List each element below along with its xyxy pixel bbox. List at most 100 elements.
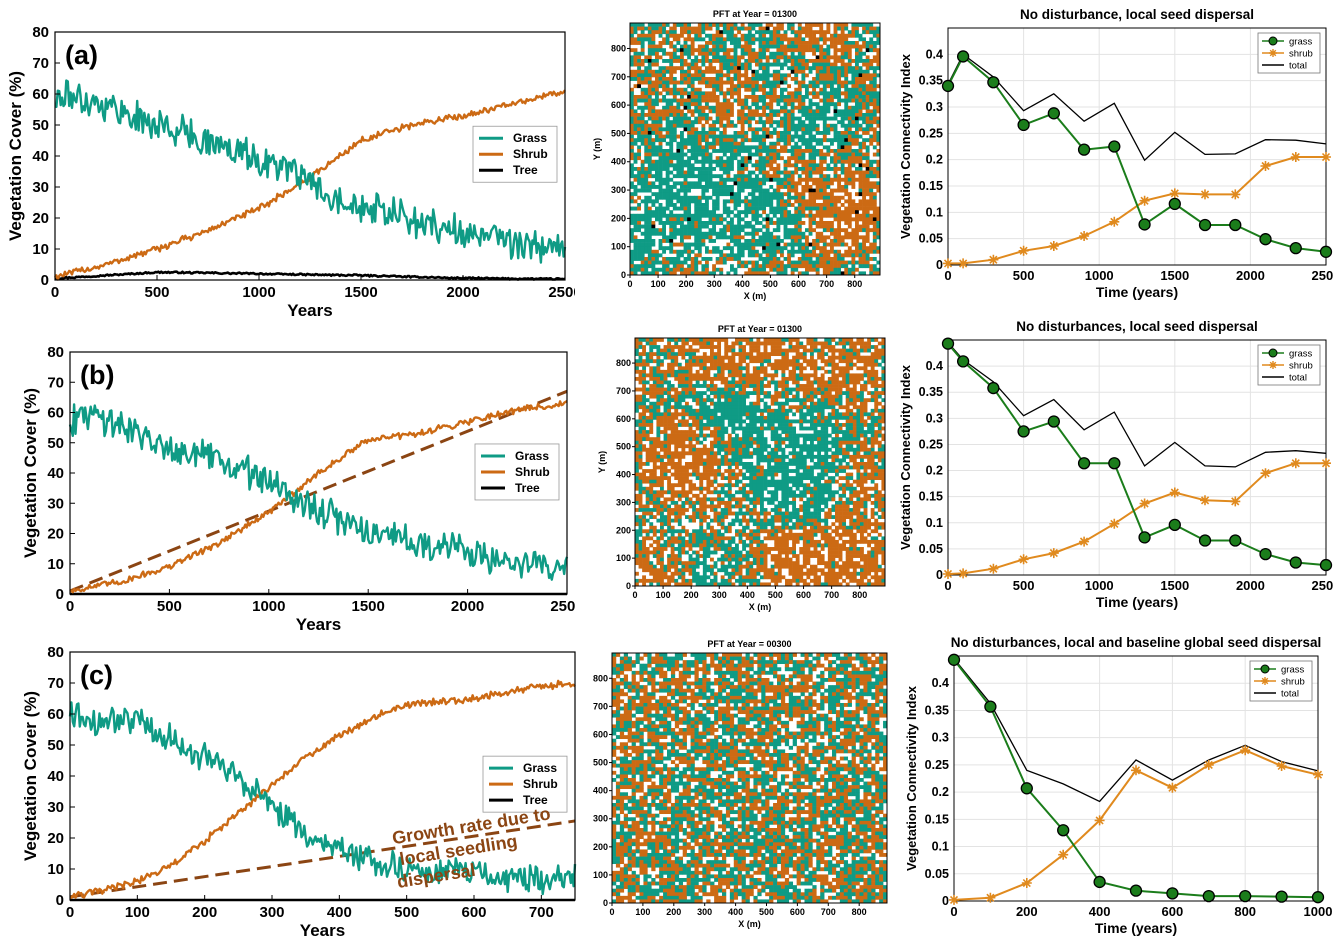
map-cell	[812, 253, 817, 258]
map-cell	[640, 41, 645, 45]
map-cell	[638, 529, 643, 534]
map-cell	[805, 141, 809, 146]
map-cell	[876, 170, 881, 175]
map-cell	[705, 23, 709, 27]
map-cell	[649, 522, 654, 527]
map-cell	[645, 508, 650, 512]
map-cell	[677, 352, 682, 357]
map-cell	[663, 547, 668, 551]
map-cell	[669, 44, 674, 49]
map-cell	[685, 380, 689, 385]
map-cell	[683, 98, 688, 103]
map-cell	[787, 221, 792, 225]
map-cell	[630, 156, 634, 161]
map-cell	[658, 33, 663, 38]
map-cell	[862, 170, 867, 175]
map-cell	[715, 80, 720, 85]
map-cell	[694, 199, 699, 204]
map-cell	[726, 30, 731, 35]
map-cell	[658, 48, 663, 53]
map-cell	[681, 568, 686, 573]
map-cell	[772, 41, 777, 45]
map-cell	[822, 131, 827, 135]
map-cell	[633, 167, 638, 171]
map-cell	[865, 73, 870, 78]
map-cell	[630, 253, 634, 258]
map-cell	[847, 149, 852, 153]
map-cell	[658, 192, 663, 197]
map-cell	[683, 62, 688, 67]
map-cell	[690, 242, 695, 247]
map-cell	[876, 163, 881, 168]
map-cell	[858, 188, 863, 193]
map-cell	[865, 109, 870, 114]
map-cell	[872, 55, 877, 60]
map-cell	[715, 199, 720, 204]
map-cell	[660, 543, 664, 548]
map-cell	[688, 564, 693, 569]
map-cell	[667, 394, 672, 399]
map-cell	[808, 159, 813, 164]
map-cell	[780, 271, 784, 276]
map-cell	[797, 199, 802, 204]
map-cell	[801, 149, 806, 153]
map-cell	[652, 465, 657, 470]
map-cell	[688, 500, 693, 505]
map-cell	[740, 55, 745, 60]
map-cell	[642, 430, 647, 434]
map-cell	[783, 105, 788, 110]
map-cell	[651, 257, 656, 261]
map-cell	[658, 55, 663, 60]
map-cell	[640, 131, 645, 135]
map-cell	[740, 44, 745, 49]
map-cell	[794, 62, 799, 67]
map-cell	[712, 174, 717, 179]
map-cell	[801, 127, 806, 132]
map-cell	[688, 384, 693, 388]
map-cell	[737, 102, 742, 107]
cover-panel-c: 0 100 200 300 400 500 600 700 0 10 20 30 40 50 60 70 80 Y…	[0, 640, 580, 940]
map-cell	[669, 246, 674, 251]
map-cell	[815, 44, 820, 49]
map-cell	[683, 69, 688, 74]
map-cell	[837, 239, 842, 243]
map-cell	[656, 437, 661, 442]
map-cell	[680, 249, 684, 254]
x-tick-label: 700	[529, 904, 554, 921]
map-cell	[670, 405, 675, 410]
map-cell	[851, 253, 856, 258]
map-cell	[855, 206, 859, 211]
map-cell	[705, 131, 709, 135]
map-cell	[647, 113, 652, 117]
map-cell	[872, 102, 877, 107]
map-cell	[701, 174, 706, 179]
map-cell	[680, 116, 684, 121]
map-cell	[772, 152, 777, 157]
map-cell	[744, 177, 749, 182]
map-cell	[669, 163, 674, 168]
map-cell	[726, 59, 731, 63]
map-cell	[765, 95, 770, 99]
map-cell	[769, 217, 774, 222]
map-cell	[697, 253, 702, 258]
map-cell	[637, 37, 642, 42]
map-cell	[740, 228, 745, 233]
map-cell	[776, 163, 781, 168]
map-cell	[783, 264, 788, 269]
map-cell	[765, 120, 770, 125]
map-cell	[822, 167, 827, 171]
map-cell	[677, 536, 682, 541]
map-cell	[826, 224, 831, 229]
map-cell	[697, 271, 702, 276]
map-cell	[683, 145, 688, 150]
map-cell	[794, 213, 799, 218]
map-cell	[780, 267, 784, 272]
map-cell	[667, 522, 672, 527]
map-cell	[801, 253, 806, 258]
map-cell	[815, 239, 820, 243]
map-cell	[674, 437, 679, 442]
map-cell	[674, 476, 679, 481]
map-cell	[783, 206, 788, 211]
map-cell	[797, 26, 802, 31]
map-cell	[656, 440, 661, 445]
